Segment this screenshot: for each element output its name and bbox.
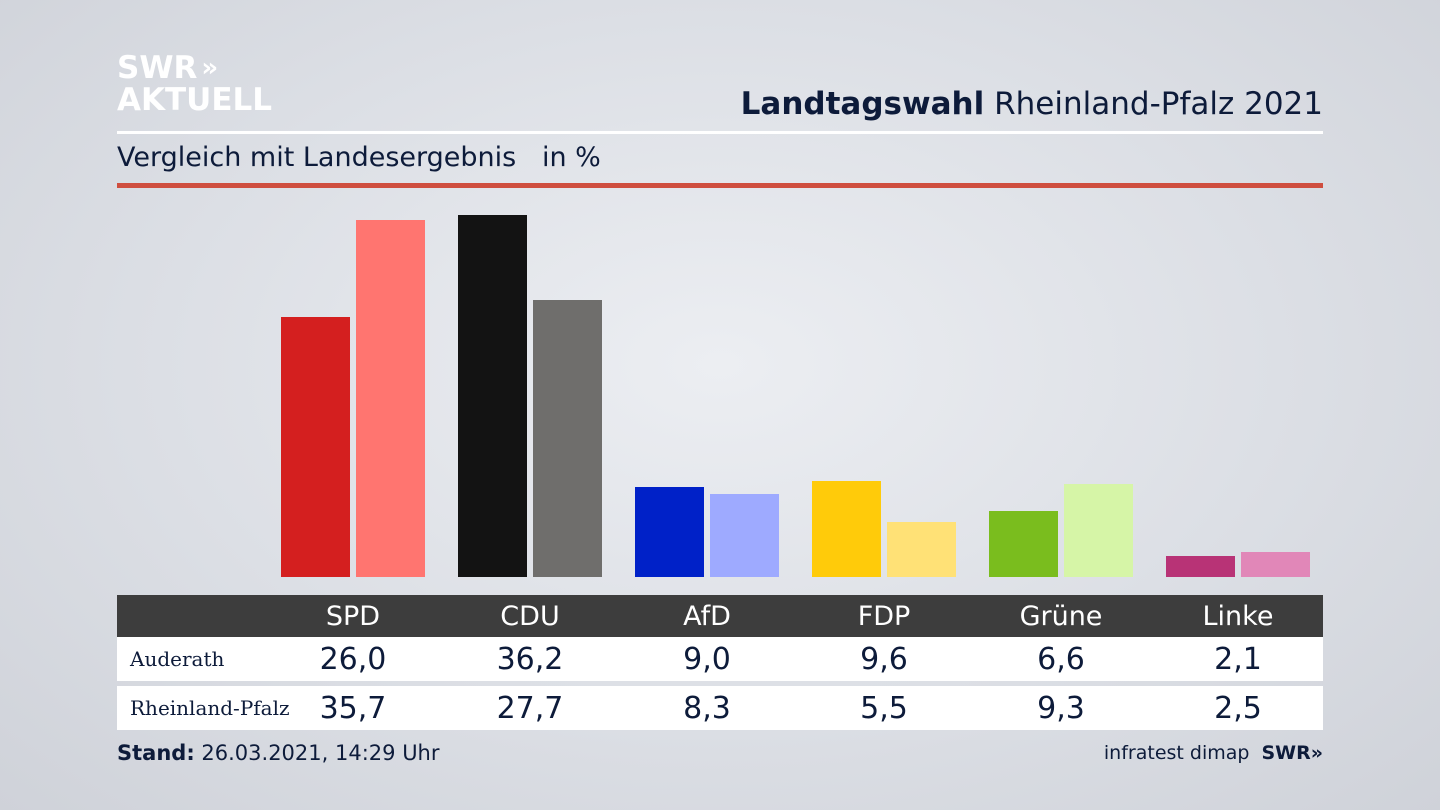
value-label-afd: 9,0 xyxy=(683,641,731,677)
party-label-cdu: CDU xyxy=(500,600,560,632)
value-label-grne: 6,6 xyxy=(1037,641,1085,677)
chart-subtitle: Vergleich mit Landesergebnis in % xyxy=(117,142,601,173)
bar-spd-auderath xyxy=(281,317,350,577)
bar-fdp-auderath xyxy=(812,481,881,577)
source-credit: infratest dimap SWR» xyxy=(1104,742,1323,764)
table-row-auderath: Auderath 26,0 36,2 9,0 9,6 6,6 2,1 xyxy=(117,637,1323,681)
title-divider xyxy=(117,131,1323,134)
table-header-row: SPD CDU AfD FDP Grüne Linke xyxy=(117,595,1323,637)
party-label-afd: AfD xyxy=(683,600,731,632)
value-label-cdu: 27,7 xyxy=(496,690,564,726)
logo-aktuell-text: AKTUELL xyxy=(117,82,273,118)
bar-cdu-auderath xyxy=(458,215,527,577)
bar-chart xyxy=(281,215,1310,577)
logo-swr-text: SWR xyxy=(117,50,198,86)
page-title: Landtagswahl Rheinland-Pfalz 2021 xyxy=(741,86,1323,122)
value-label-spd: 35,7 xyxy=(319,690,387,726)
bar-linke-rheinland-pfalz xyxy=(1241,552,1310,577)
value-label-linke: 2,5 xyxy=(1214,690,1262,726)
value-label-afd: 8,3 xyxy=(683,690,731,726)
results-table: SPD CDU AfD FDP Grüne Linke Auderath 26,0 36,2… xyxy=(117,595,1323,730)
value-label-linke: 2,1 xyxy=(1214,641,1262,677)
title-rest: Rheinland-Pfalz 2021 xyxy=(994,86,1323,122)
bar-spd-rheinland-pfalz xyxy=(356,220,425,577)
bar-cdu-rheinland-pfalz xyxy=(533,300,602,577)
row-label-auderath: Auderath xyxy=(130,647,225,671)
timestamp: Stand: 26.03.2021, 14:29 Uhr xyxy=(117,741,440,765)
value-label-fdp: 5,5 xyxy=(860,690,908,726)
bar-grne-auderath xyxy=(989,511,1058,577)
bar-afd-rheinland-pfalz xyxy=(710,494,779,577)
value-label-grne: 9,3 xyxy=(1037,690,1085,726)
timestamp-label: Stand: xyxy=(117,741,195,765)
swr-logo-small: SWR» xyxy=(1261,742,1323,764)
table-row-rheinland-pfalz: Rheinland-Pfalz 35,7 27,7 8,3 5,5 9,3 2,5 xyxy=(117,686,1323,730)
subtitle-text: Vergleich mit Landesergebnis xyxy=(117,142,517,173)
row-label-rheinland-pfalz: Rheinland-Pfalz xyxy=(130,696,290,720)
party-label-spd: SPD xyxy=(325,600,381,632)
swr-aktuell-logo: SWR» AKTUELL xyxy=(117,52,272,116)
source-text: infratest dimap xyxy=(1103,742,1250,764)
party-label-grne: Grüne xyxy=(1019,600,1103,632)
bar-linke-auderath xyxy=(1166,556,1235,577)
party-label-fdp: FDP xyxy=(857,600,911,632)
bar-afd-auderath xyxy=(635,487,704,577)
value-label-cdu: 36,2 xyxy=(496,641,564,677)
value-label-spd: 26,0 xyxy=(319,641,387,677)
party-label-linke: Linke xyxy=(1202,600,1274,632)
bar-grne-rheinland-pfalz xyxy=(1064,484,1133,577)
value-label-fdp: 9,6 xyxy=(860,641,908,677)
title-bold: Landtagswahl xyxy=(740,86,985,122)
subtitle-unit: in % xyxy=(541,142,601,173)
timestamp-value: 26.03.2021, 14:29 Uhr xyxy=(201,741,440,765)
accent-divider xyxy=(117,183,1323,188)
bar-fdp-rheinland-pfalz xyxy=(887,522,956,577)
